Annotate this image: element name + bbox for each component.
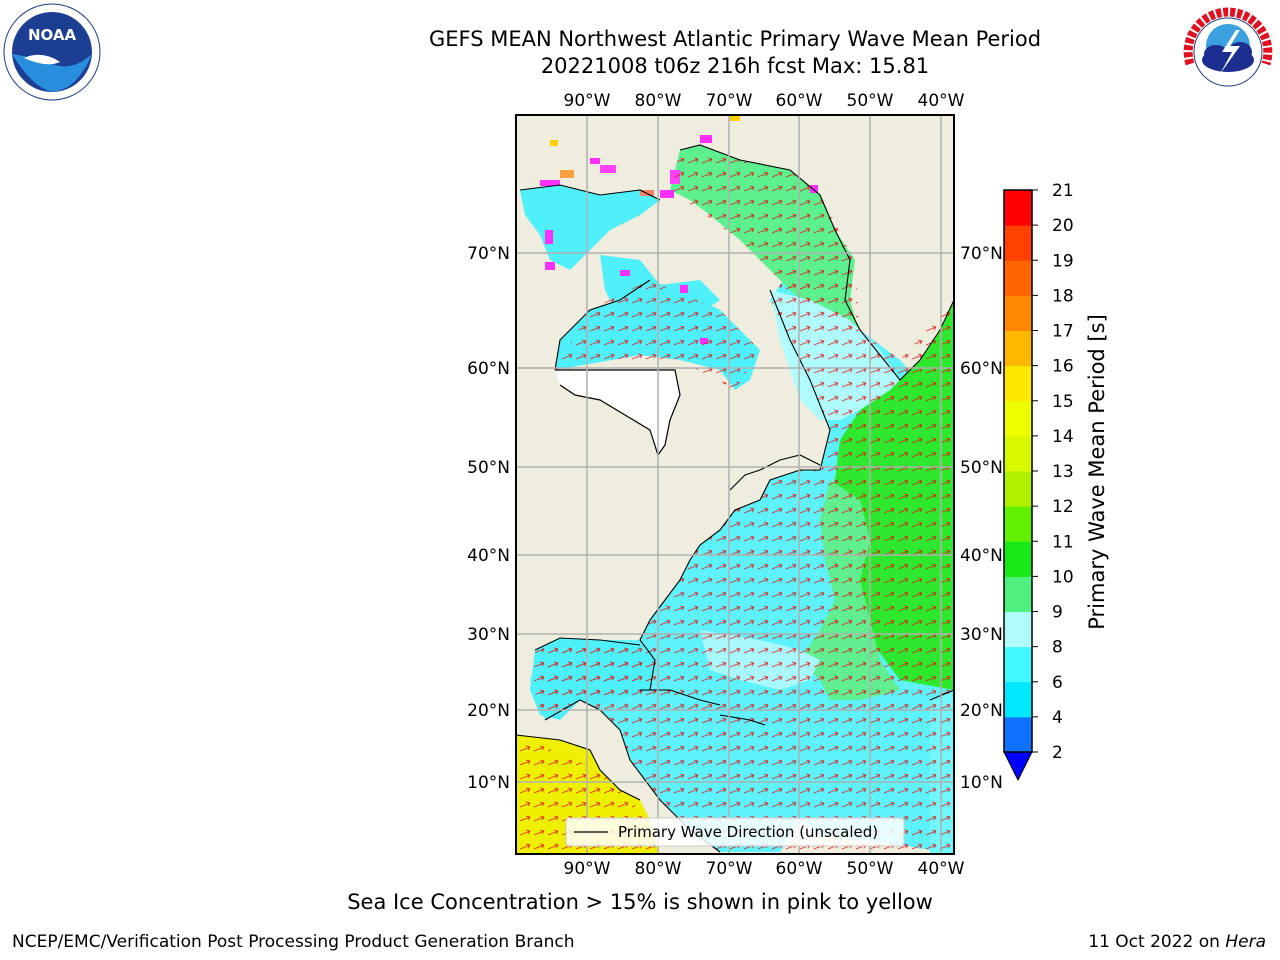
svg-text:70°W: 70°W [706,91,753,111]
footer-date: 11 Oct 2022 on Hera [1088,932,1266,952]
colorbar-tick-label: 11 [1052,532,1074,552]
colorbar-swatch [1004,260,1032,296]
noaa-logo: NOAA [3,3,101,101]
svg-text:70°N: 70°N [960,244,1003,264]
svg-text:10°N: 10°N [960,773,1003,793]
colorbar-swatch [1004,646,1032,683]
arctic-channels [520,185,660,270]
colorbar-swatch [1004,541,1032,577]
colorbar-tick-label: 8 [1052,638,1063,658]
svg-text:40°W: 40°W [918,859,965,879]
colorbar-tick-label: 15 [1052,392,1074,412]
svg-text:40°N: 40°N [960,546,1003,566]
colorbar-tick-label: 19 [1052,251,1074,271]
colorbar-tick-label: 10 [1052,567,1074,587]
map-panel: Primary Wave Direction (unscaled) [516,115,954,854]
sea-ice-note: Sea Ice Concentration > 15% is shown in … [347,890,933,914]
wave-direction-arrows [516,150,954,854]
map-title: GEFS MEAN Northwest Atlantic Primary Wav… [428,27,1042,51]
svg-text:60°W: 60°W [776,91,823,111]
colorbar-swatch [1004,681,1032,718]
svg-text:30°N: 30°N [960,625,1003,645]
colorbar-swatch [1004,435,1032,472]
map-frame [515,114,955,855]
svg-text:50°N: 50°N [467,458,510,478]
svg-text:80°W: 80°W [635,859,682,879]
colorbar: 2 4 6 8 9 10 11 12 13 14 15 16 17 18 19 20 21 [1003,181,1074,782]
colorbar-tick-label: 20 [1052,216,1074,236]
colorbar-swatch [1004,400,1032,437]
svg-text:20°N: 20°N [467,701,510,721]
lon-labels-top: 90°W 80°W 70°W 60°W 50°W 40°W [564,91,965,111]
svg-text:50°N: 50°N [960,458,1003,478]
colorbar-tick-label: 14 [1052,427,1074,447]
colorbar-swatch [1004,506,1032,542]
svg-text:40°N: 40°N [467,546,510,566]
colorbar-swatch [1004,190,1032,226]
svg-text:50°W: 50°W [847,91,894,111]
colorbar-swatch [1004,365,1032,402]
colorbar-tick-label: 4 [1052,708,1063,728]
colorbar-swatch [1004,225,1032,261]
svg-text:90°W: 90°W [564,859,611,879]
colorbar-extend-min [1003,751,1033,782]
lat-labels-right: 70°N 60°N 50°N 40°N 30°N 20°N 10°N [960,244,1003,793]
colorbar-tick-label: 17 [1052,322,1074,342]
colorbar-tick-label: 16 [1052,357,1074,377]
colorbar-tick-label: 21 [1052,181,1074,201]
colorbar-swatch [1004,471,1032,507]
colorbar-tick-label: 9 [1052,603,1063,623]
colorbar-tick-label: 13 [1052,462,1074,482]
colorbar-swatch [1004,716,1032,753]
colorbar-swatch [1004,295,1032,331]
svg-text:60°N: 60°N [467,359,510,379]
svg-text:30°N: 30°N [467,625,510,645]
svg-text:80°W: 80°W [635,91,682,111]
noaa-logo-text: NOAA [28,26,77,44]
svg-text:60°N: 60°N [960,359,1003,379]
colorbar-tick-label: 2 [1052,743,1063,763]
graticule [516,115,954,854]
legend-label: Primary Wave Direction (unscaled) [618,823,878,841]
svg-text:50°W: 50°W [847,859,894,879]
svg-text:70°W: 70°W [706,859,753,879]
colorbar-swatch [1004,576,1032,612]
colorbar-tick-label: 12 [1052,497,1074,517]
svg-text:70°N: 70°N [467,244,510,264]
colorbar-swatch [1004,330,1032,367]
footer-date-text: 11 Oct 2022 on [1088,932,1226,952]
svg-text:60°W: 60°W [776,859,823,879]
svg-text:10°N: 10°N [467,773,510,793]
footer-credit: NCEP/EMC/Verification Post Processing Pr… [12,932,575,952]
forecast-subtitle: 20221008 t06z 216h fcst Max: 15.81 [540,54,930,78]
colorbar-tick-label: 6 [1052,673,1063,693]
svg-text:40°W: 40°W [918,91,965,111]
lat-labels-left: 70°N 60°N 50°N 40°N 30°N 20°N 10°N [467,244,510,793]
direction-legend: Primary Wave Direction (unscaled) [565,817,905,847]
lon-labels-bottom: 90°W 80°W 70°W 60°W 50°W 40°W [564,859,965,879]
colorbar-label: Primary Wave Mean Period [s] [1085,314,1109,630]
colorbar-tick-label: 18 [1052,286,1074,306]
colorbar-swatch [1004,611,1032,648]
svg-text:20°N: 20°N [960,701,1003,721]
footer-machine: Hera [1225,932,1266,952]
nws-logo [1182,6,1274,98]
svg-text:90°W: 90°W [564,91,611,111]
